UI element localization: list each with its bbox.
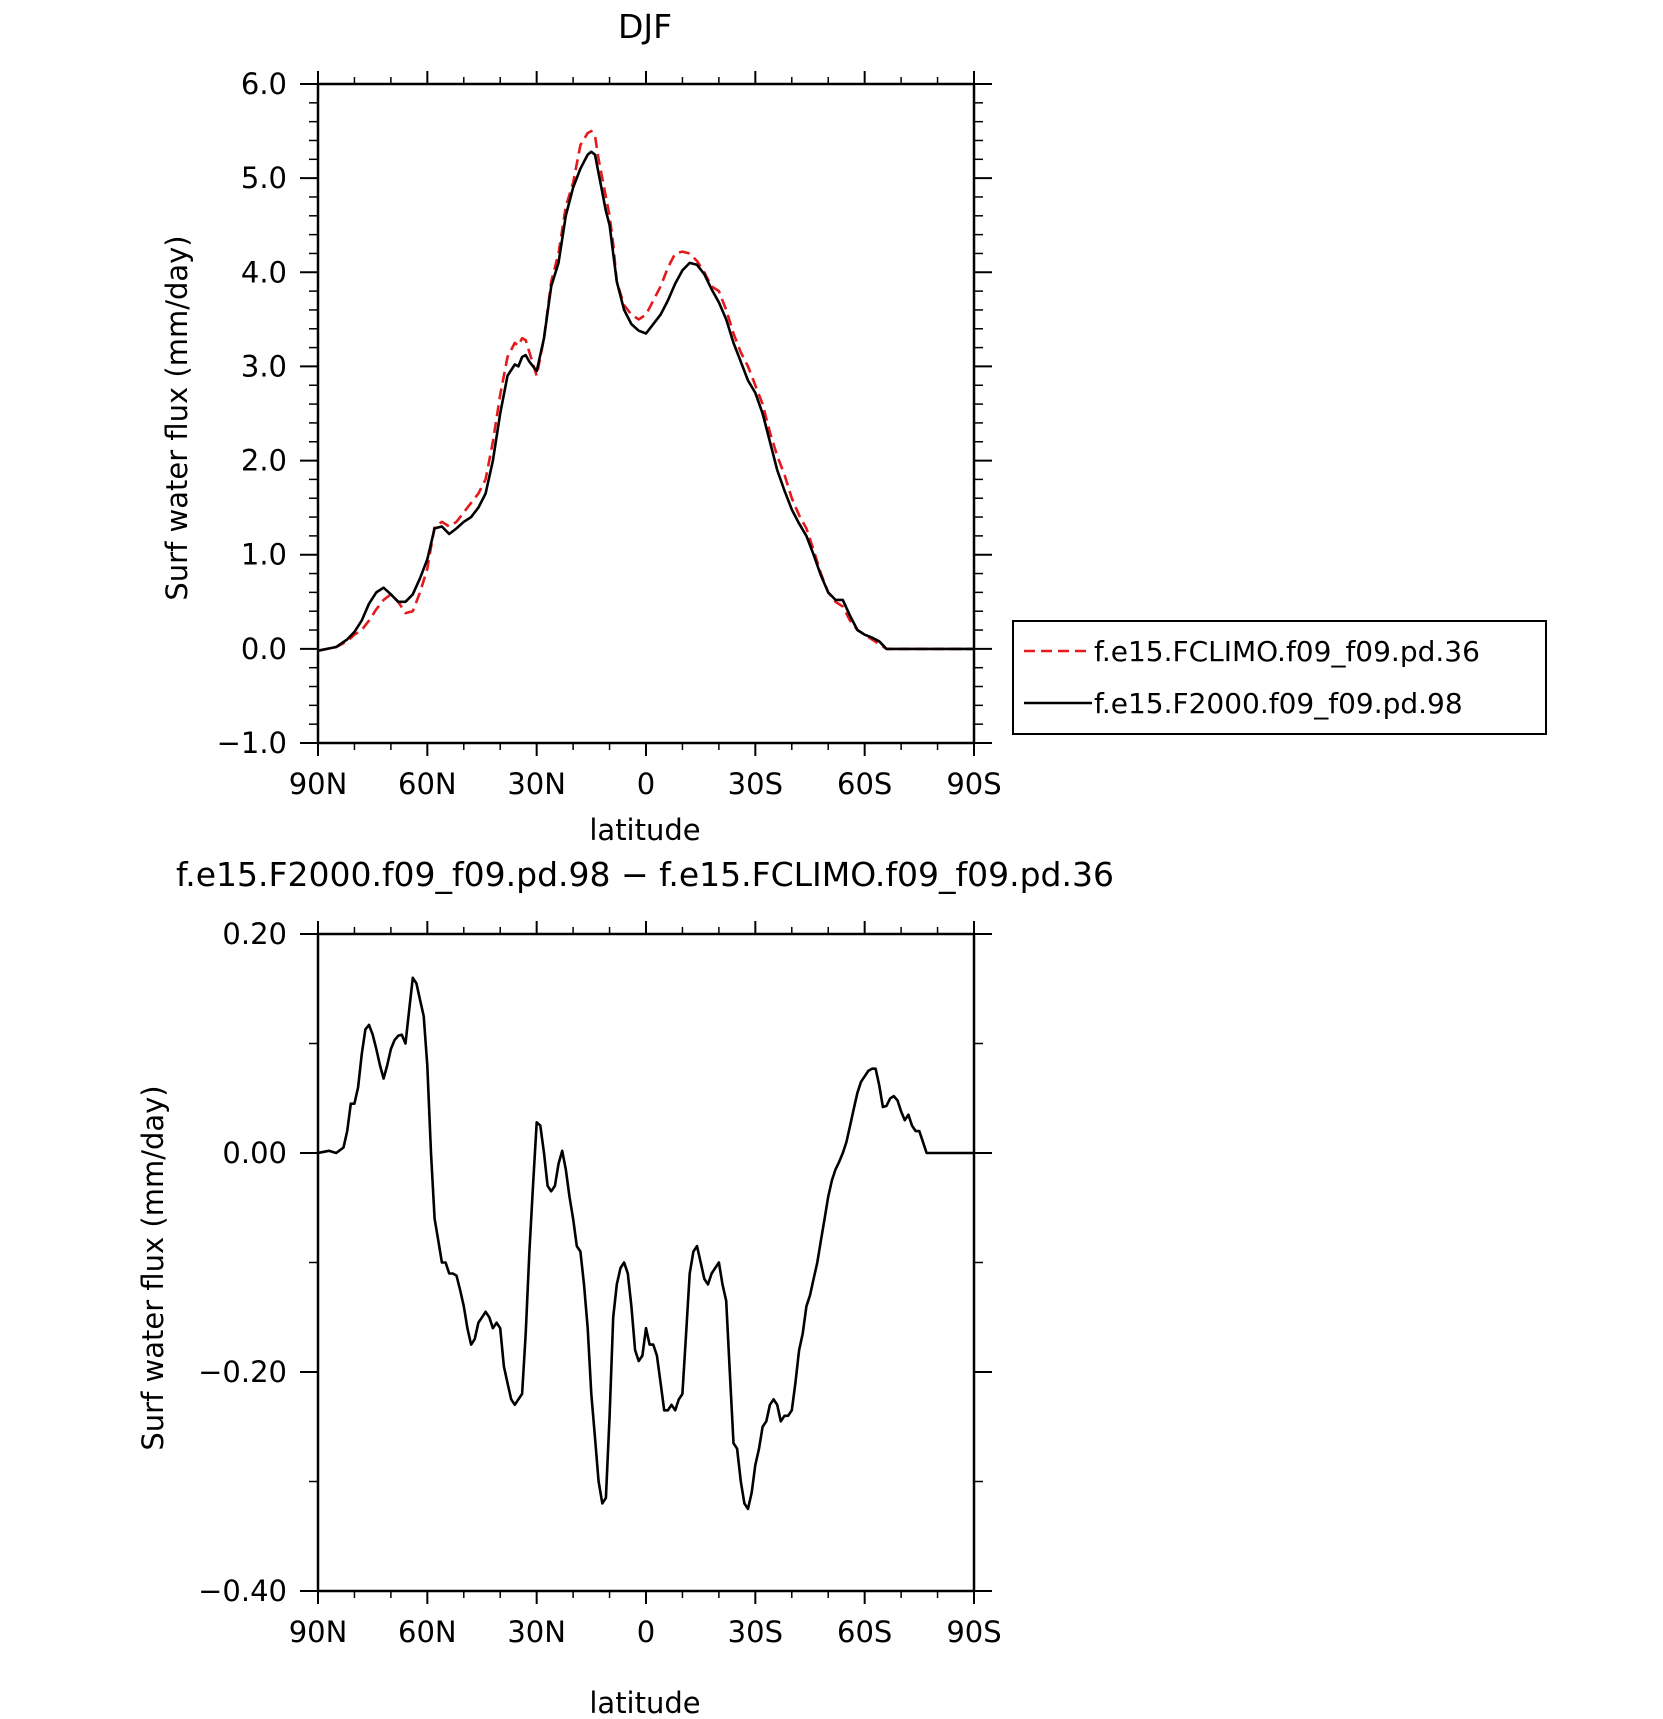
djf-x-tick-label: 90N (289, 767, 348, 801)
panel-difference-x-axis-title: latitude (589, 1686, 700, 1719)
diff-x-tick-label: 30S (728, 1615, 783, 1649)
diff-series-line-0 (318, 976, 974, 1511)
djf-y-tick-label: 0.0 (241, 632, 287, 666)
panel-djf: DJF 90N 60N 30N 0 30S 60S 90S −1.0 0.0 1.0 2.0 3.0 4… (160, 7, 1002, 847)
diff-y-tick-label: 0.00 (222, 1136, 287, 1170)
diff-x-tick-label: 60N (398, 1615, 457, 1649)
djf-y-tick-label: −1.0 (217, 726, 287, 760)
diff-x-tick-label: 0 (637, 1615, 655, 1649)
diff-x-tick-label: 60S (837, 1615, 892, 1649)
djf-series-line-1 (318, 150, 974, 652)
diff-y-tick-label: −0.20 (198, 1355, 287, 1389)
djf-x-tick-label: 60N (398, 767, 457, 801)
panel-djf-title: DJF (618, 7, 672, 46)
djf-x-tick-label: 30N (507, 767, 566, 801)
panel-difference-y-axis-title: Surf water flux (mm/day) (136, 1085, 170, 1450)
legend-label-f2000: f.e15.F2000.f09_f09.pd.98 (1094, 687, 1463, 720)
panel-djf-y-axis-title: Surf water flux (mm/day) (160, 235, 194, 600)
diff-x-tick-label: 90N (289, 1615, 348, 1649)
diff-x-tick-label: 90S (946, 1615, 1001, 1649)
djf-y-tick-label: 3.0 (241, 349, 287, 383)
djf-x-tick-label: 30S (728, 767, 783, 801)
diff-x-tick-label: 30N (507, 1615, 566, 1649)
panel-difference-plot-area: 90N 60N 30N 0 30S 60S 90S −0.40 −0.20 0.00 0.20 (198, 917, 1002, 1649)
djf-y-tick-label: 6.0 (241, 67, 287, 101)
panel-difference: f.e15.F2000.f09_f09.pd.98 − f.e15.FCLIMO… (136, 855, 1114, 1719)
djf-x-tick-label: 0 (637, 767, 655, 801)
panel-djf-plot-area: 90N 60N 30N 0 30S 60S 90S −1.0 0.0 1.0 2.0 3.0 4.0 5.… (217, 67, 1002, 801)
djf-y-tick-label: 2.0 (241, 444, 287, 478)
djf-y-tick-label: 4.0 (241, 255, 287, 289)
diff-y-tick-label: −0.40 (198, 1574, 287, 1608)
djf-x-tick-label: 60S (837, 767, 892, 801)
legend: f.e15.FCLIMO.f09_f09.pd.36 f.e15.F2000.f… (1012, 620, 1547, 735)
djf-y-tick-label: 5.0 (241, 161, 287, 195)
diff-y-tick-label: 0.20 (222, 917, 287, 951)
djf-x-tick-label: 90S (946, 767, 1001, 801)
legend-box (1012, 620, 1547, 735)
legend-label-fclimo: f.e15.FCLIMO.f09_f09.pd.36 (1094, 635, 1480, 668)
panel-djf-x-axis-title: latitude (589, 813, 700, 847)
panel-difference-title: f.e15.F2000.f09_f09.pd.98 − f.e15.FCLIMO… (176, 855, 1114, 894)
djf-y-tick-label: 1.0 (241, 538, 287, 572)
